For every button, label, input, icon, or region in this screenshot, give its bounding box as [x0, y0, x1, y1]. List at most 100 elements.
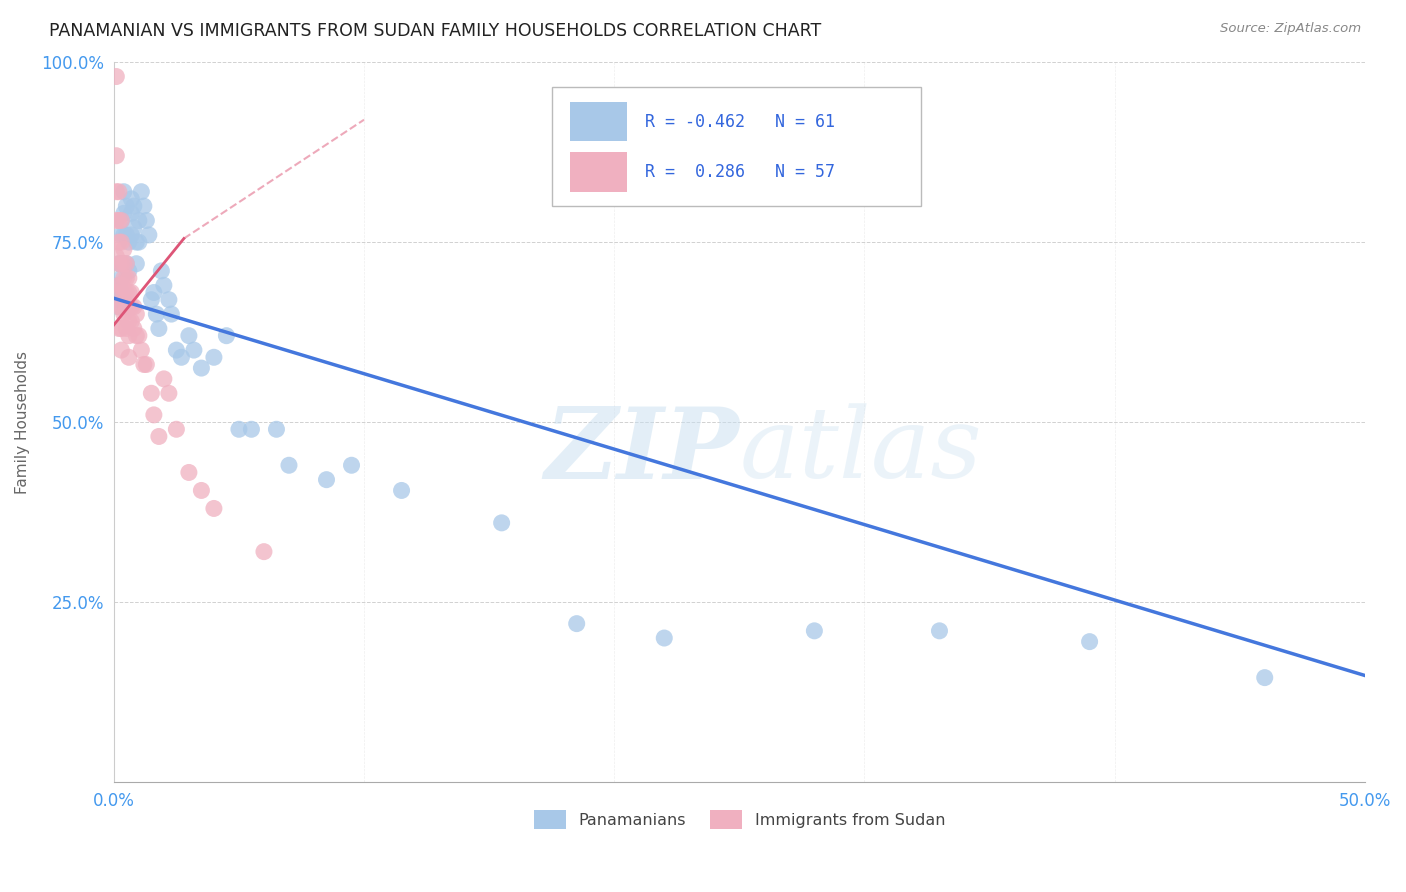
- Point: [125, 257, 148, 271]
- Point: [105, 213, 128, 227]
- Point: [108, 257, 131, 271]
- Point: [118, 235, 141, 249]
- Point: [110, 227, 132, 242]
- Point: [128, 328, 150, 343]
- Point: [157, 386, 180, 401]
- FancyBboxPatch shape: [551, 87, 921, 206]
- Bar: [571, 153, 627, 192]
- Point: [105, 149, 128, 163]
- Point: [1254, 671, 1277, 685]
- Text: R = -0.462   N = 61: R = -0.462 N = 61: [645, 113, 835, 131]
- Point: [165, 343, 187, 357]
- Point: [142, 408, 165, 422]
- Point: [190, 483, 212, 498]
- Point: [122, 220, 145, 235]
- Point: [157, 293, 180, 307]
- Point: [110, 213, 132, 227]
- Point: [118, 300, 141, 314]
- Point: [110, 285, 132, 300]
- Point: [120, 227, 142, 242]
- Point: [112, 242, 135, 256]
- Point: [153, 372, 176, 386]
- Point: [115, 285, 138, 300]
- Point: [110, 257, 132, 271]
- Point: [138, 227, 160, 242]
- Point: [108, 278, 131, 293]
- Point: [125, 307, 148, 321]
- Point: [110, 300, 132, 314]
- Point: [120, 285, 142, 300]
- Point: [110, 271, 132, 285]
- Point: [177, 328, 200, 343]
- Point: [120, 192, 142, 206]
- Point: [115, 271, 138, 285]
- Point: [202, 351, 225, 365]
- Point: [278, 458, 301, 473]
- Point: [115, 321, 138, 335]
- Point: [115, 257, 138, 271]
- Text: ZIP: ZIP: [544, 402, 740, 500]
- Point: [128, 213, 150, 227]
- Point: [150, 264, 173, 278]
- Point: [391, 483, 413, 498]
- Point: [112, 206, 135, 220]
- Point: [105, 250, 128, 264]
- Point: [132, 358, 155, 372]
- Point: [112, 271, 135, 285]
- Point: [135, 213, 157, 227]
- Point: [491, 516, 513, 530]
- Point: [141, 293, 163, 307]
- Point: [110, 213, 132, 227]
- Text: atlas: atlas: [740, 403, 981, 499]
- Point: [340, 458, 363, 473]
- Point: [105, 70, 128, 84]
- Point: [148, 429, 170, 443]
- Point: [165, 422, 187, 436]
- Point: [142, 285, 165, 300]
- Text: PANAMANIAN VS IMMIGRANTS FROM SUDAN FAMILY HOUSEHOLDS CORRELATION CHART: PANAMANIAN VS IMMIGRANTS FROM SUDAN FAMI…: [49, 22, 821, 40]
- Point: [110, 278, 132, 293]
- Point: [108, 257, 131, 271]
- Legend: Panamanians, Immigrants from Sudan: Panamanians, Immigrants from Sudan: [527, 804, 952, 835]
- Point: [120, 206, 142, 220]
- Point: [118, 328, 141, 343]
- Point: [112, 293, 135, 307]
- Point: [145, 307, 167, 321]
- Bar: [571, 102, 627, 141]
- Point: [105, 293, 128, 307]
- Point: [122, 300, 145, 314]
- Point: [105, 285, 128, 300]
- Point: [118, 351, 141, 365]
- Point: [125, 235, 148, 249]
- Point: [120, 314, 142, 328]
- Point: [118, 264, 141, 278]
- Point: [115, 199, 138, 213]
- Point: [215, 328, 238, 343]
- Point: [1078, 634, 1101, 648]
- Point: [110, 343, 132, 357]
- Point: [108, 300, 131, 314]
- Point: [148, 321, 170, 335]
- Point: [110, 257, 132, 271]
- Y-axis label: Family Households: Family Households: [15, 351, 30, 493]
- Point: [112, 257, 135, 271]
- Point: [108, 185, 131, 199]
- Point: [112, 307, 135, 321]
- Point: [118, 271, 141, 285]
- Point: [112, 227, 135, 242]
- Point: [131, 185, 153, 199]
- Point: [115, 227, 138, 242]
- Point: [125, 328, 148, 343]
- Point: [190, 361, 212, 376]
- Point: [120, 300, 142, 314]
- Point: [105, 185, 128, 199]
- Point: [240, 422, 263, 436]
- Point: [131, 343, 153, 357]
- Point: [202, 501, 225, 516]
- Point: [565, 616, 588, 631]
- Point: [122, 199, 145, 213]
- Point: [112, 185, 135, 199]
- Point: [108, 235, 131, 249]
- Point: [183, 343, 205, 357]
- Point: [105, 285, 128, 300]
